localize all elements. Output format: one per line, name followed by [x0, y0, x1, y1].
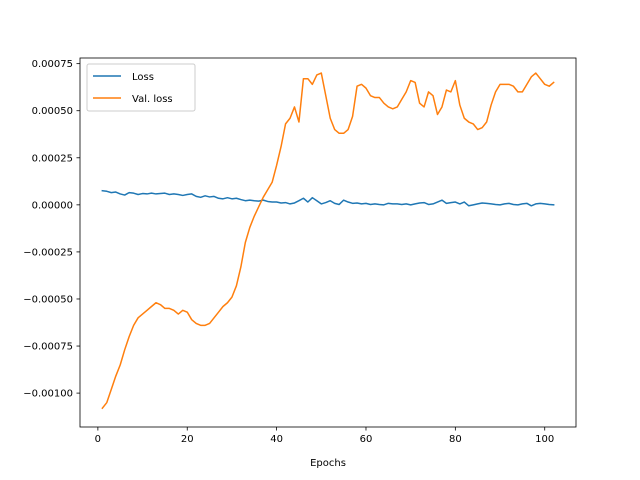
x-tick-label: 60: [360, 434, 373, 445]
x-tick-label: 0: [95, 434, 101, 445]
y-tick-label: 0.00025: [32, 153, 73, 164]
y-tick-label: 0.00000: [32, 200, 73, 211]
x-tick-label: 80: [449, 434, 462, 445]
y-axis: −0.00100 −0.00075 −0.00050 −0.00025 0.00000 0…: [23, 59, 80, 400]
x-tick-label: 100: [535, 434, 554, 445]
legend: Loss Val. loss: [86, 63, 196, 112]
legend-label-val-loss: Val. loss: [132, 94, 173, 105]
series-line-loss: [101, 189, 555, 207]
series-line-val-loss: [101, 72, 555, 410]
axes-frame: [79, 57, 577, 428]
x-axis-title: Epochs: [310, 458, 346, 469]
y-tick-label: 0.00075: [32, 59, 73, 70]
x-tick-label: 40: [270, 434, 283, 445]
y-tick-label: −0.00050: [23, 294, 73, 305]
plot-lines: [101, 72, 555, 410]
y-tick-label: −0.00025: [23, 247, 73, 258]
legend-label-loss: Loss: [132, 72, 154, 83]
y-tick-label: −0.00075: [23, 342, 73, 353]
y-tick-label: −0.00100: [23, 389, 73, 400]
x-tick-label: 20: [181, 434, 194, 445]
x-axis: 0 20 40 60 80 100: [95, 427, 554, 445]
y-tick-label: 0.00050: [32, 106, 73, 117]
